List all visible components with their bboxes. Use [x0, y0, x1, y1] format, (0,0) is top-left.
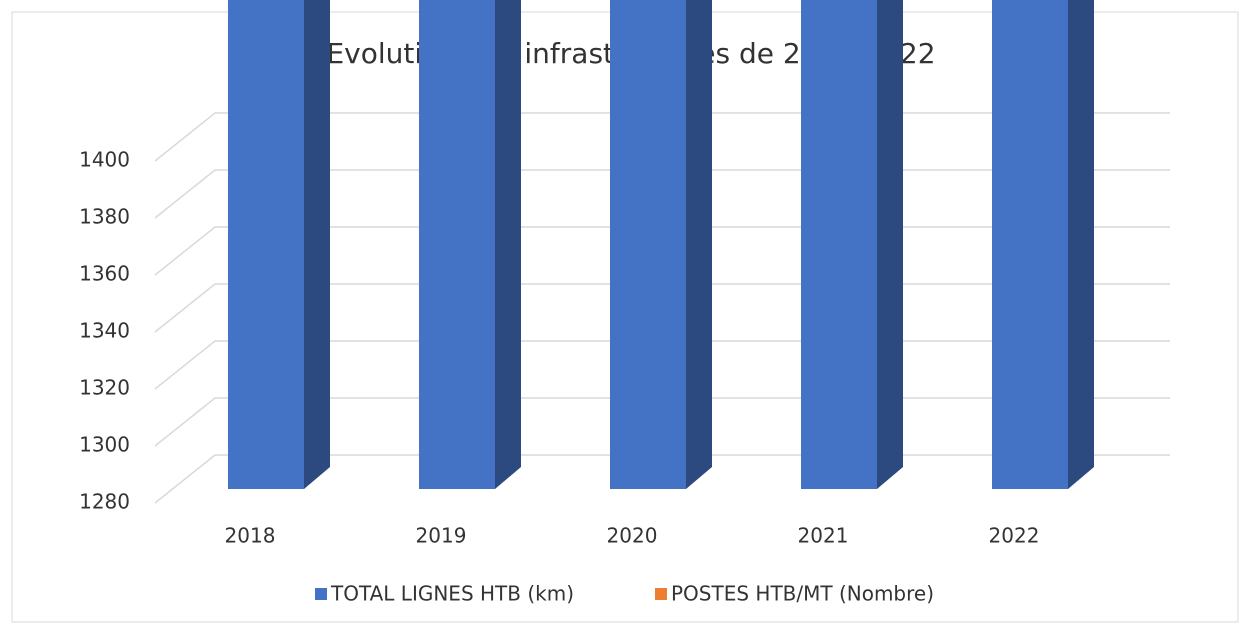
x-tick-label: 2019	[416, 524, 467, 548]
y-tick-label: 1320	[79, 376, 130, 400]
bar	[419, 0, 495, 489]
y-tick-label: 1280	[79, 490, 130, 514]
x-tick-label: 2020	[607, 524, 658, 548]
y-tick-label: 1380	[79, 205, 130, 229]
bar-side	[877, 0, 903, 489]
bar-side	[686, 0, 712, 489]
bar-side	[1068, 0, 1094, 489]
legend-swatch	[655, 588, 667, 600]
legend-label: POSTES HTB/MT (Nombre)	[671, 582, 934, 606]
x-tick-label: 2018	[225, 524, 276, 548]
y-tick-label: 1340	[79, 319, 130, 343]
x-tick-label: 2022	[989, 524, 1040, 548]
x-tick-label: 2021	[798, 524, 849, 548]
y-tick-label: 1360	[79, 262, 130, 286]
y-tick-label: 1400	[79, 148, 130, 172]
bar-side	[495, 0, 521, 489]
y-tick-label: 1300	[79, 433, 130, 457]
bar	[992, 0, 1068, 489]
legend-swatch	[315, 588, 327, 600]
bar-side	[304, 0, 330, 489]
bar	[610, 0, 686, 489]
legend-label: TOTAL LIGNES HTB (km)	[330, 582, 574, 606]
bar	[801, 0, 877, 489]
bar	[228, 0, 304, 489]
